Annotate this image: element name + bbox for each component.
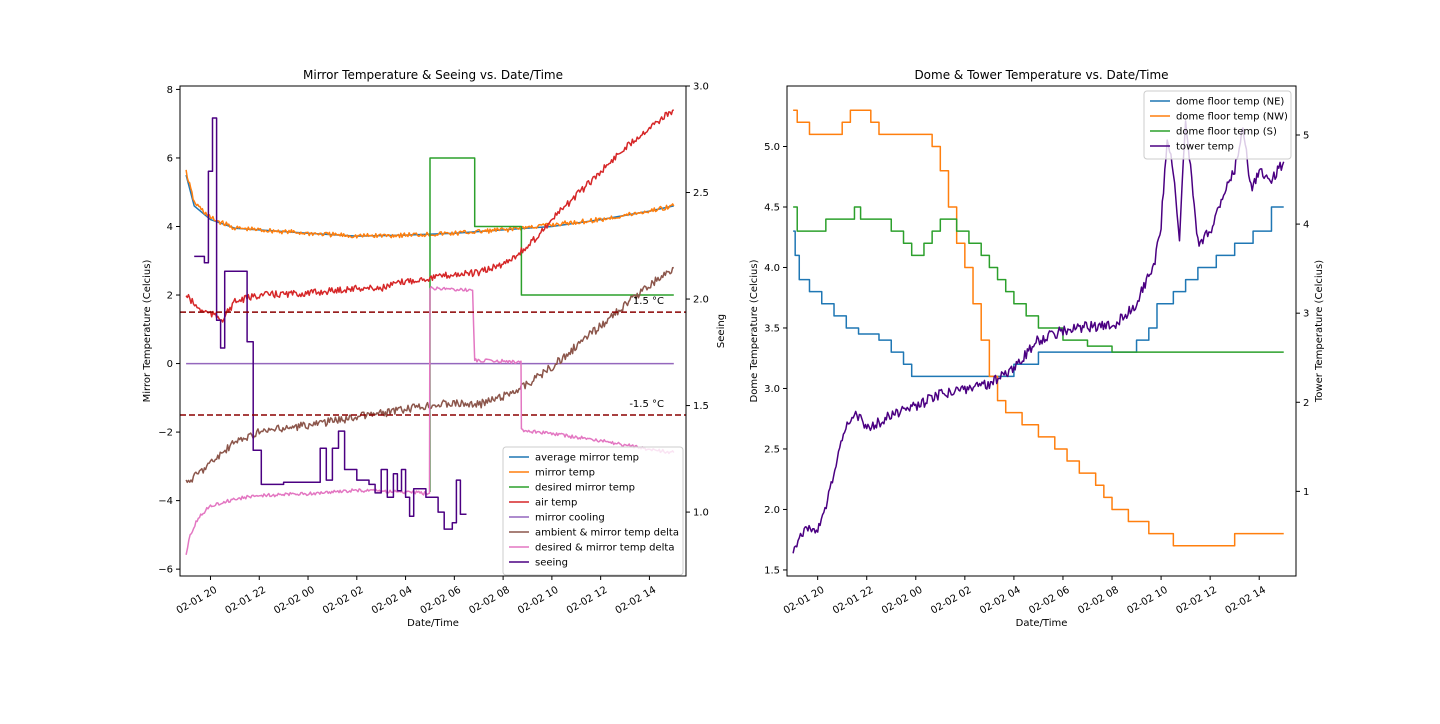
y-right-tick-label-0: 1.0 (693, 508, 709, 519)
y-tick-label-2: −2 (158, 428, 173, 439)
x-tick-label-3: 02-02 02 (929, 585, 973, 617)
x-tick-label-2: 02-02 00 (272, 585, 316, 617)
y-right-tick-label-3: 2.5 (693, 188, 709, 199)
series-line-1 (793, 109, 1284, 547)
y-right-tick-label-4: 5 (1303, 131, 1309, 142)
series-line-5 (185, 266, 674, 484)
y-axis-label: Mirror Temperature (Celcius) (142, 260, 153, 403)
x-tick-label-7: 02-02 10 (1125, 585, 1169, 617)
y-right-tick-label-2: 2.0 (693, 295, 709, 306)
x-tick-label-1: 02-01 22 (831, 585, 875, 617)
y-right-tick-label-0: 1 (1303, 487, 1309, 498)
x-tick-label-4: 02-02 04 (370, 585, 414, 617)
legend-label-2: desired mirror temp (535, 483, 635, 494)
legend-label-6: desired & mirror temp delta (535, 543, 674, 554)
legend-label-0: average mirror temp (535, 453, 639, 464)
legend-label-3: tower temp (1176, 142, 1234, 153)
x-tick-label-1: 02-01 22 (224, 585, 268, 617)
legend: average mirror temp mirror temp desired mi… (502, 446, 684, 576)
y-tick-label-7: 5.0 (764, 142, 780, 153)
series-group (185, 109, 675, 555)
axes-frame (179, 85, 687, 577)
x-tick-label-5: 02-02 06 (419, 585, 463, 617)
y-right-tick-label-1: 1.5 (693, 401, 709, 412)
x-tick-label-8: 02-02 12 (1174, 585, 1218, 617)
legend-label-3: air temp (535, 498, 577, 509)
series-line-3 (185, 109, 674, 323)
y-tick-label-4: 3.5 (764, 323, 780, 334)
y-axis-label: Dome Temperature (Celcius) (749, 259, 760, 402)
y-tick-label-7: 8 (167, 85, 173, 96)
legend-label-5: ambient & mirror temp delta (535, 528, 679, 539)
x-tick-label-3: 02-02 02 (321, 585, 365, 617)
x-tick-label-6: 02-02 08 (1076, 585, 1120, 617)
x-tick-label-8: 02-02 12 (565, 585, 609, 617)
y-tick-label-1: −4 (158, 496, 173, 507)
y-right-tick-label-1: 2 (1303, 398, 1309, 409)
legend-label-0: dome floor temp (NE) (1176, 97, 1284, 108)
x-tick-label-6: 02-02 08 (467, 585, 511, 617)
series-group (792, 109, 1285, 554)
series-line-7 (194, 117, 467, 530)
legend-label-1: mirror temp (535, 468, 595, 479)
legend-label-7: seeing (535, 558, 568, 569)
hline-label-0: 1.5 °C (633, 296, 664, 307)
series-line-3 (792, 120, 1285, 554)
chart-mirror-seeing: 1.5 °C-1.5 °C02-01 20 02-01 22 02-02 00 02-… (142, 68, 727, 629)
x-tick-label-2: 02-02 00 (880, 585, 924, 617)
y-tick-label-0: 1.5 (764, 565, 780, 576)
y-tick-label-4: 2 (167, 291, 173, 302)
y-right-axis-label: Tower Temperature (Celcius) (1314, 260, 1325, 403)
y-right-tick-label-3: 4 (1303, 220, 1309, 231)
y-tick-label-6: 4.5 (764, 202, 780, 213)
x-tick-label-5: 02-02 06 (1027, 585, 1071, 617)
x-axis-label: Date/Time (1016, 618, 1068, 629)
x-tick-label-9: 02-02 14 (614, 585, 658, 617)
hline-label-1: -1.5 °C (629, 399, 664, 410)
y-tick-label-0: −6 (158, 565, 173, 576)
chart-title: Mirror Temperature & Seeing vs. Date/Tim… (303, 68, 563, 82)
legend-box (502, 446, 684, 576)
series-line-6 (185, 285, 675, 555)
x-tick-label-4: 02-02 04 (978, 585, 1022, 617)
x-tick-label-0: 02-01 20 (782, 585, 826, 617)
y-right-tick-label-4: 3.0 (693, 82, 709, 93)
y-tick-label-5: 4.0 (764, 263, 780, 274)
axes-frame (786, 85, 1297, 577)
y-tick-label-5: 4 (167, 222, 173, 233)
chart-title: Dome & Tower Temperature vs. Date/Time (914, 68, 1168, 82)
legend-label-1: dome floor temp (NW) (1176, 112, 1288, 123)
x-axis-label: Date/Time (407, 618, 459, 629)
legend-box (1143, 90, 1292, 160)
chart-dome-tower: 02-01 20 02-01 22 02-02 00 02-02 02 02-02 04… (749, 68, 1325, 629)
legend-label-2: dome floor temp (S) (1176, 127, 1277, 138)
y-right-axis-label: Seeing (716, 314, 727, 348)
y-tick-label-2: 2.5 (764, 444, 780, 455)
x-tick-label-9: 02-02 14 (1223, 585, 1267, 617)
series-line-2 (793, 206, 1284, 353)
y-tick-label-6: 6 (167, 153, 173, 164)
series-line-2 (429, 157, 674, 492)
y-tick-label-1: 2.0 (764, 505, 780, 516)
x-tick-label-0: 02-01 20 (175, 585, 219, 617)
x-tick-label-7: 02-02 10 (516, 585, 560, 617)
legend-label-4: mirror cooling (535, 513, 605, 524)
y-right-tick-label-2: 3 (1303, 309, 1309, 320)
y-tick-label-3: 0 (167, 359, 173, 370)
legend: dome floor temp (NE) dome floor temp (NW)… (1143, 90, 1292, 160)
y-tick-label-3: 3.0 (764, 384, 780, 395)
